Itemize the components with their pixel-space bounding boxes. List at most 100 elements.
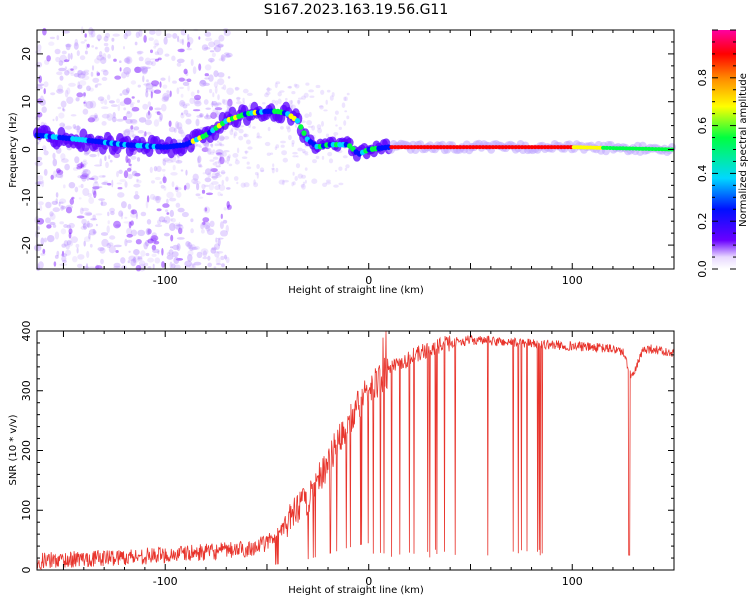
spectrogram-ridge-core <box>301 130 307 136</box>
spectrogram-noise-blob <box>235 97 241 100</box>
spectrogram-noise-blob <box>55 173 63 178</box>
spectrogram-noise-blob <box>202 221 206 225</box>
spectrogram-noise-blob <box>153 166 158 172</box>
spectrogram-noise-blob <box>199 113 204 117</box>
spectrogram-noise-blob <box>72 167 79 171</box>
spectrogram-noise-blob <box>154 257 161 264</box>
spectrogram-noise-blob <box>179 100 186 107</box>
spectrogram-image <box>33 26 676 272</box>
spectrogram-noise-blob <box>312 159 317 164</box>
colorbar-tick-label: 0.4 <box>696 165 709 183</box>
spectrogram-noise-blob <box>65 249 72 256</box>
spectrogram-noise-blob <box>204 73 209 77</box>
spectrogram-noise-blob <box>134 190 139 196</box>
spectrogram-noise-blob <box>175 160 183 164</box>
spectrogram-noise-blob <box>72 65 78 70</box>
spectrogram-noise-blob <box>242 97 245 103</box>
spectrogram-noise-blob <box>76 163 85 168</box>
spectrogram-noise-blob <box>98 175 106 178</box>
spectrogram-noise-blob <box>150 49 153 54</box>
spectrogram-noise-blob <box>149 106 153 111</box>
spectrogram-noise-blob <box>211 172 218 181</box>
spectrogram-noise-blob <box>77 69 83 76</box>
spectrogram-noise-blob <box>226 161 229 165</box>
spectrogram-noise-blob <box>275 167 279 173</box>
spectrogram-noise-blob <box>157 250 160 255</box>
spectrogram-noise-blob <box>104 99 108 105</box>
spectrogram-noise-blob <box>113 58 117 62</box>
spectrogram-noise-blob <box>80 161 88 166</box>
spectrogram-noise-blob <box>210 247 217 254</box>
spectrogram-noise-blob <box>301 149 306 154</box>
colorbar-tick-label: 0.8 <box>696 69 709 87</box>
spectrogram-noise-blob <box>209 159 215 162</box>
spectrogram-noise-blob <box>119 93 123 96</box>
spectrogram-noise-blob <box>207 172 212 178</box>
spectrogram-noise-blob <box>291 142 295 147</box>
spectrogram-noise-blob <box>178 77 185 82</box>
spectrogram-noise-blob <box>96 83 102 86</box>
spectrogram-noise-blob <box>214 103 219 108</box>
spectrogram-noise-blob <box>94 186 103 189</box>
spectrogram-noise-blob <box>173 256 180 265</box>
spectrogram-noise-blob <box>325 181 332 185</box>
spectrogram-noise-blob <box>243 133 247 138</box>
spectrogram-noise-blob <box>164 53 170 57</box>
spectrogram-noise-blob <box>304 167 308 171</box>
spectrogram-noise-blob <box>179 86 184 90</box>
spectrogram-noise-blob <box>57 106 62 110</box>
spectrogram-noise-blob <box>136 179 142 184</box>
spectrogram-noise-blob <box>161 261 165 268</box>
spectrogram-noise-blob <box>78 197 82 200</box>
spectrogram-noise-blob <box>180 29 187 36</box>
spectrogram-noise-blob <box>279 90 285 93</box>
spectrogram-noise-blob <box>211 101 218 106</box>
spectrogram-noise-blob <box>85 212 93 216</box>
spectrogram-noise-blob <box>163 36 168 45</box>
spectrogram-noise-blob <box>123 107 127 111</box>
spectrogram-noise-blob <box>64 163 70 171</box>
spectrogram-noise-blob <box>83 92 86 97</box>
spectrogram-noise-blob <box>171 181 175 188</box>
spectrogram-noise-blob <box>82 223 86 229</box>
spectrogram-noise-blob <box>36 156 43 161</box>
spectrogram-noise-blob <box>150 58 158 61</box>
spectrogram-noise-blob <box>178 129 185 135</box>
spectrogram-noise-blob <box>343 96 347 102</box>
spectrogram-noise-blob <box>223 31 227 36</box>
spectrogram-noise-blob <box>37 44 42 52</box>
spectrogram-noise-blob <box>191 178 199 185</box>
spectrogram-noise-blob <box>224 54 231 58</box>
spectrogram-noise-blob <box>180 102 187 106</box>
spectrogram-noise-blob <box>329 95 334 101</box>
spectrogram-noise-blob <box>318 105 324 108</box>
spectrogram-noise-blob <box>77 81 80 89</box>
spectrogram-noise-blob <box>288 134 292 141</box>
spectrogram-noise-blob <box>97 96 105 101</box>
spectrogram-noise-blob <box>126 56 131 64</box>
spectrogram-frame <box>36 29 675 270</box>
spectrogram-noise-blob <box>154 107 162 111</box>
spectrogram-noise-blob <box>333 132 339 136</box>
spectrogram-noise-blob <box>162 92 170 101</box>
spectrogram-noise-blob <box>215 149 224 157</box>
spectrogram-noise-blob <box>151 244 157 251</box>
spectrogram-noise-blob <box>111 37 115 42</box>
spectrogram-noise-blob <box>133 194 140 200</box>
spectrogram-noise-blob <box>146 219 152 225</box>
spectrogram-noise-blob <box>172 164 176 171</box>
spectrogram-noise-blob <box>81 207 90 212</box>
spectrogram-noise-blob <box>216 152 223 155</box>
spectrogram-noise-blob <box>76 70 82 79</box>
spectrogram-noise-blob <box>174 187 179 190</box>
spectrogram-noise-blob <box>176 87 180 95</box>
spectrogram-noise-blob <box>194 94 201 101</box>
spectrogram-noise-blob <box>290 104 296 110</box>
spectrogram-noise-blob <box>151 253 157 257</box>
spectrogram-noise-blob <box>153 45 157 49</box>
spectrogram-x-axis-label: Height of straight line (km) <box>288 285 424 296</box>
spectrogram-noise-blob <box>216 251 224 254</box>
spectrogram-noise-blob <box>88 27 94 35</box>
spectrogram-noise-blob <box>82 108 89 115</box>
spectrogram-noise-blob <box>280 140 286 144</box>
